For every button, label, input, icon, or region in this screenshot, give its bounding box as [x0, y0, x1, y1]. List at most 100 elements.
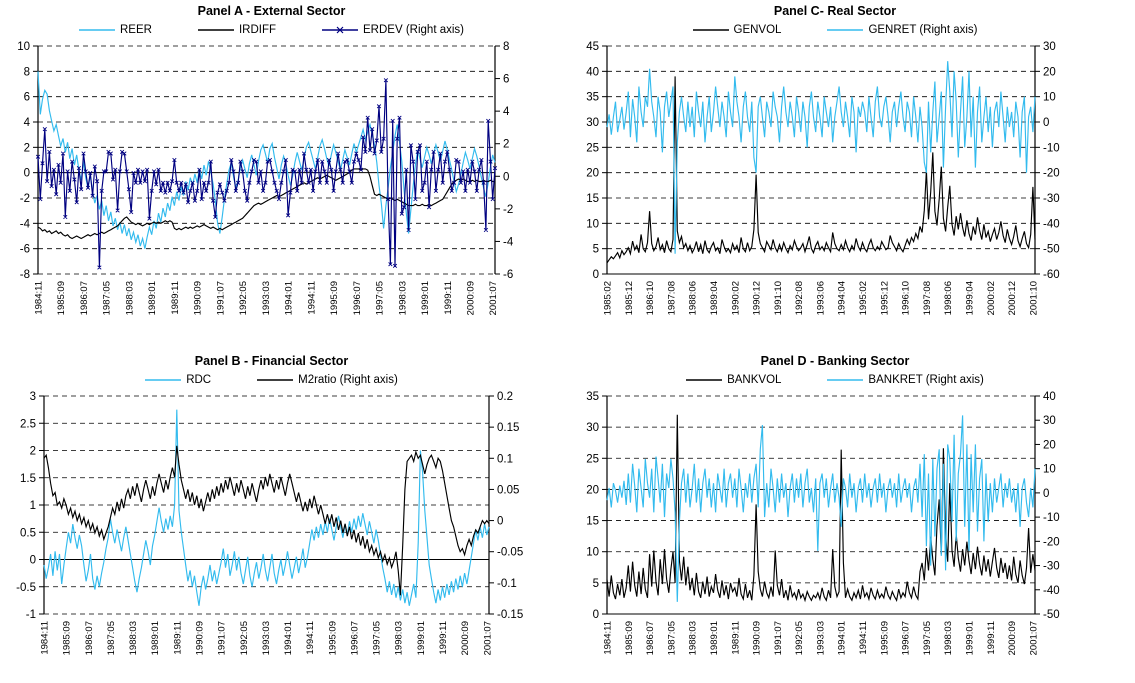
legend-line-sample-icon	[322, 26, 359, 34]
legend-line-sample-icon	[827, 379, 864, 381]
x-tick-label: 1989:11	[172, 621, 183, 655]
left-tick-label: 1	[30, 500, 36, 512]
right-tick-label: -4	[503, 236, 514, 248]
x-tick-label: 1994:01	[283, 621, 294, 655]
x-tick-label: 1999:04	[964, 281, 975, 315]
x-tick-label: 1996:07	[349, 621, 360, 655]
series-line-m2ratio	[43, 445, 490, 596]
x-tick-label: 1994:01	[837, 621, 848, 655]
left-tick-label: 25	[586, 142, 599, 154]
x-tick-label: 2001:07	[488, 281, 499, 315]
x-tick-label: 2001:07	[1028, 621, 1039, 655]
right-tick-label: -40	[1043, 218, 1060, 230]
right-tick-label: 4	[503, 106, 510, 118]
series-line-rdc	[43, 409, 490, 606]
panel-c-real-sector: Panel C- Real Sector GENVOL GENRET (Right…	[575, 2, 1095, 347]
right-tick-label: -50	[1043, 244, 1060, 256]
legend-line-sample-icon	[197, 29, 234, 31]
x-tick-label: 1990:02	[730, 281, 741, 315]
series-line-genvol	[606, 76, 1036, 264]
x-tick-label: 1992:05	[238, 281, 249, 315]
x-tick-label: 2000:12	[1007, 281, 1018, 315]
right-tick-label: 20	[1043, 66, 1056, 78]
x-tick-label: 1991:07	[217, 621, 228, 655]
right-tick-label: 6	[503, 74, 509, 86]
x-tick-label: 1999:11	[986, 621, 997, 655]
left-tick-label: 0.5	[20, 527, 36, 539]
x-tick-label: 1994:04	[837, 281, 848, 315]
series-markers-erdev	[35, 78, 498, 270]
x-tick-label: 2000:09	[1007, 621, 1018, 655]
right-tick-label: 40	[1043, 391, 1056, 403]
left-tick-label: 5	[593, 578, 599, 590]
x-tick-label: 2000:02	[986, 281, 997, 315]
panel-a-plot: 10 8 6 4 2 0 -2 -4 -6 -8 8 6 4 2 0 -2 -4 -6 1984:11 1985:09…	[17, 41, 514, 315]
left-tick-label: -0.5	[16, 582, 36, 594]
x-tick-label: 1985:09	[56, 281, 67, 315]
legend-item-reer: REER	[79, 24, 152, 36]
x-tick-label: 1991:07	[215, 281, 226, 315]
x-tick-label: 1985:12	[624, 281, 635, 315]
left-tick-label: 0	[30, 555, 36, 567]
series-line-reer	[37, 71, 496, 249]
x-tick-label: 1995:09	[879, 621, 890, 655]
legend-label: RDC	[186, 374, 212, 386]
x-tick-label: 1990:09	[752, 621, 763, 655]
panel-d-title: Panel D - Banking Sector	[760, 354, 910, 368]
x-tick-label: 1991:10	[773, 281, 784, 315]
right-tick-label: -0.1	[497, 578, 517, 590]
series-line-irdiff	[37, 168, 495, 240]
right-tick-label: -0.05	[497, 547, 523, 559]
x-tick-label: 1993:03	[261, 621, 272, 655]
left-tick-label: 4	[24, 117, 31, 129]
left-tick-label: -4	[20, 218, 31, 230]
panel-d-banking-sector: Panel D - Banking Sector BANKVOL BANKRET …	[575, 352, 1095, 683]
legend-label: ERDEV (Right axis)	[363, 24, 464, 36]
panel-a-legend: REER IRDIFF ERDEV (Right axis)	[8, 20, 535, 40]
left-tick-label: 8	[24, 66, 30, 78]
series-line-bankvol	[606, 414, 1036, 603]
x-tick-label: 1996:07	[901, 621, 912, 655]
x-tick-label: 1999:11	[443, 281, 454, 315]
left-tick-label: 35	[586, 391, 599, 403]
right-tick-label: 30	[1043, 415, 1056, 427]
x-tick-label: 2000:09	[460, 621, 471, 655]
left-tick-label: 15	[586, 516, 599, 528]
x-tick-label: 1984:11	[34, 281, 45, 315]
left-tick-label: 20	[586, 168, 599, 180]
x-tick-label: 1989:11	[730, 621, 741, 655]
right-tick-label: -0.15	[497, 609, 523, 621]
right-tick-label: 20	[1043, 439, 1056, 451]
panel-d-legend: BANKVOL BANKRET (Right axis)	[575, 370, 1095, 390]
right-tick-label: -40	[1043, 585, 1060, 597]
panel-c-title: Panel C- Real Sector	[773, 4, 897, 18]
x-tick-label: 2001:07	[482, 621, 493, 655]
x-tick-label: 1987:05	[666, 621, 677, 655]
x-tick-label: 1994:11	[306, 281, 317, 315]
right-tick-label: -2	[503, 204, 513, 216]
right-tick-label: -60	[1043, 269, 1060, 281]
x-tick-label: 1985:09	[624, 621, 635, 655]
right-tick-label: 0.1	[497, 453, 513, 465]
panel-b-title: Panel B - Financial Sector	[194, 354, 349, 368]
x-tick-label: 1996:10	[901, 281, 912, 315]
panel-b-financial-sector: Panel B - Financial Sector RDC M2ratio (R…	[8, 352, 535, 683]
x-tick-label: 1999:11	[438, 621, 449, 655]
left-tick-label: -1	[26, 609, 36, 621]
right-tick-label: 0.2	[497, 391, 513, 403]
right-tick-label: 0.05	[497, 484, 519, 496]
legend-label: BANKVOL	[727, 374, 782, 386]
right-tick-label: -10	[1043, 512, 1060, 524]
left-tick-label: 5	[593, 244, 599, 256]
x-tick-label: 1997:05	[375, 281, 386, 315]
legend-line-sample-icon	[79, 29, 115, 31]
legend-line-sample-icon	[145, 379, 182, 381]
left-tick-label: 1.5	[20, 473, 36, 485]
x-tick-label: 1990:09	[193, 281, 204, 315]
x-tick-label: 1995:09	[327, 621, 338, 655]
x-tick-label: 1999:01	[964, 621, 975, 655]
x-tick-label: 1998:03	[943, 621, 954, 655]
x-tick-label: 1988:03	[688, 621, 699, 655]
left-tick-label: 0	[24, 168, 30, 180]
